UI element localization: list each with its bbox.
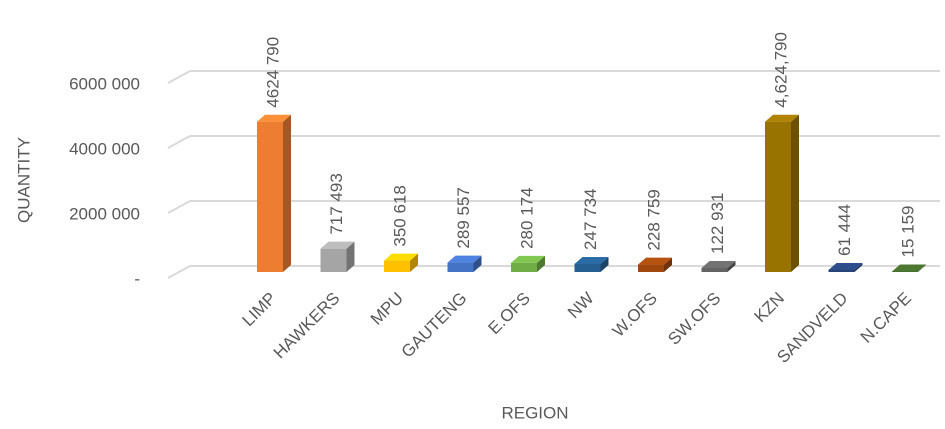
bar-top bbox=[447, 255, 482, 263]
x-tick-label: HAWKERS bbox=[270, 289, 344, 363]
grid-line bbox=[167, 265, 191, 279]
bar-side bbox=[346, 241, 355, 272]
bar bbox=[384, 260, 410, 272]
bar-top bbox=[828, 263, 863, 271]
bar-top bbox=[384, 253, 418, 261]
bar-top bbox=[701, 261, 736, 269]
bar bbox=[638, 264, 664, 272]
bar-top bbox=[638, 257, 672, 265]
bar-side bbox=[664, 257, 672, 272]
value-label: 4624 790 bbox=[263, 37, 282, 108]
bar-side bbox=[600, 256, 609, 272]
bar-side bbox=[854, 263, 863, 272]
y-tick-label: 2000 000 bbox=[69, 204, 140, 223]
bar-side bbox=[537, 255, 545, 272]
bar bbox=[447, 262, 474, 272]
x-tick-label: NW bbox=[564, 289, 597, 322]
bar-top bbox=[320, 241, 355, 249]
value-label: 289 557 bbox=[454, 187, 473, 248]
x-tick-label: E.OFS bbox=[484, 289, 534, 339]
value-label: 61 444 bbox=[835, 204, 854, 256]
bar-side bbox=[791, 114, 799, 272]
x-tick-label: MPU bbox=[367, 289, 407, 329]
bar-side bbox=[410, 253, 418, 272]
value-label: 122 931 bbox=[708, 193, 727, 254]
bar bbox=[511, 262, 537, 272]
bar-top bbox=[257, 114, 291, 122]
grid-line bbox=[167, 135, 191, 149]
bar bbox=[701, 268, 728, 272]
value-label: 717 493 bbox=[327, 173, 346, 234]
value-label: 247 734 bbox=[581, 188, 600, 249]
value-label: 280 174 bbox=[517, 187, 536, 248]
bar-side bbox=[283, 114, 291, 272]
value-label: 350 618 bbox=[390, 185, 409, 246]
x-axis-title: REGION bbox=[501, 403, 568, 422]
value-label: 228 759 bbox=[644, 189, 663, 250]
x-tick-label: GAUTENG bbox=[398, 289, 471, 362]
y-tick-label: 4000 000 bbox=[69, 139, 140, 158]
x-tick-label: KZN bbox=[751, 289, 788, 326]
grid-line bbox=[167, 200, 191, 214]
y-axis-title: QUANTITY bbox=[14, 137, 33, 223]
bar bbox=[574, 263, 601, 272]
bar-top bbox=[511, 255, 545, 263]
bar-top bbox=[892, 264, 926, 272]
value-label: 15 159 bbox=[898, 206, 917, 258]
bar-top bbox=[574, 256, 609, 264]
bar-side bbox=[473, 255, 482, 272]
grid-line bbox=[167, 70, 191, 84]
bar bbox=[320, 248, 347, 272]
bar-side bbox=[918, 264, 926, 272]
bar-side bbox=[727, 261, 736, 272]
x-tick-label: W.OFS bbox=[609, 289, 661, 341]
bar-top bbox=[765, 114, 799, 122]
y-tick-label: 6000 000 bbox=[69, 74, 140, 93]
x-tick-label: SW.OFS bbox=[664, 289, 724, 349]
bar bbox=[765, 121, 791, 272]
bar bbox=[257, 121, 283, 272]
x-tick-label: LIMP bbox=[239, 289, 280, 330]
y-tick-label: - bbox=[134, 269, 140, 288]
bar bbox=[828, 270, 855, 272]
value-label: 4,624,790 bbox=[771, 32, 790, 108]
x-tick-label: N.CAPE bbox=[857, 289, 915, 347]
